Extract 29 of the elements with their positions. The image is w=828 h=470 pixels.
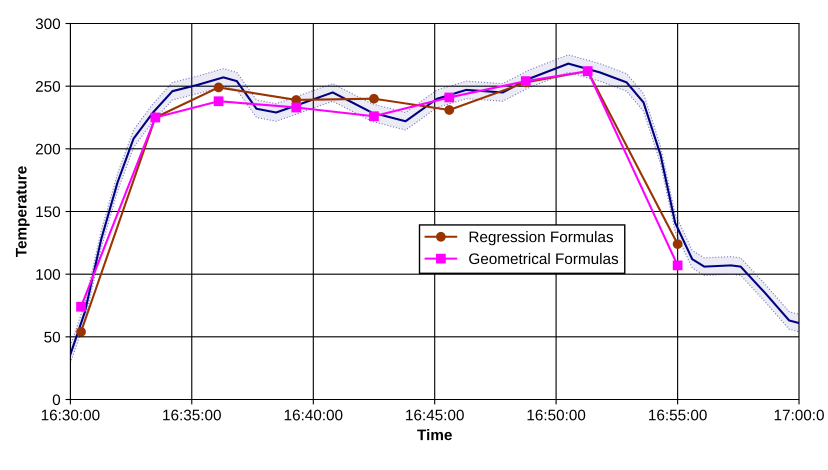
y-axis-title: Temperature (16, 166, 30, 258)
point (76, 326, 86, 337)
point (214, 96, 224, 106)
point (444, 92, 454, 102)
x-tick-label: 16:55:00 (649, 410, 707, 420)
point (369, 111, 379, 122)
y-tick-label: 300 (36, 18, 60, 30)
y-tick-label: 100 (36, 269, 60, 280)
x-tick-label: 16:30:00 (42, 410, 100, 420)
legend-label: Geometrical Formulas (469, 252, 618, 264)
x-tick-label: 16:40:00 (284, 410, 342, 420)
point (76, 302, 86, 312)
point (672, 260, 682, 270)
x-tick-label: 16:35:00 (163, 410, 221, 420)
point (444, 105, 454, 115)
legend-label: Regression Formulas (470, 231, 614, 246)
y-tick-label: 150 (36, 206, 60, 218)
x-tick-label: 16:45:00 (406, 410, 464, 420)
x-tick-label: 17:00:0 (774, 410, 824, 420)
y-tick-label: 50 (44, 332, 60, 343)
point (291, 102, 302, 112)
y-tick-label: 200 (36, 144, 60, 155)
x-tick-label: 16:50:00 (528, 410, 586, 420)
point (369, 94, 379, 104)
x-axis-title: Time (417, 429, 452, 440)
y-tick-label: 0 (52, 394, 60, 406)
y-tick-label: 250 (36, 81, 60, 92)
point (214, 82, 224, 92)
point (672, 239, 682, 249)
